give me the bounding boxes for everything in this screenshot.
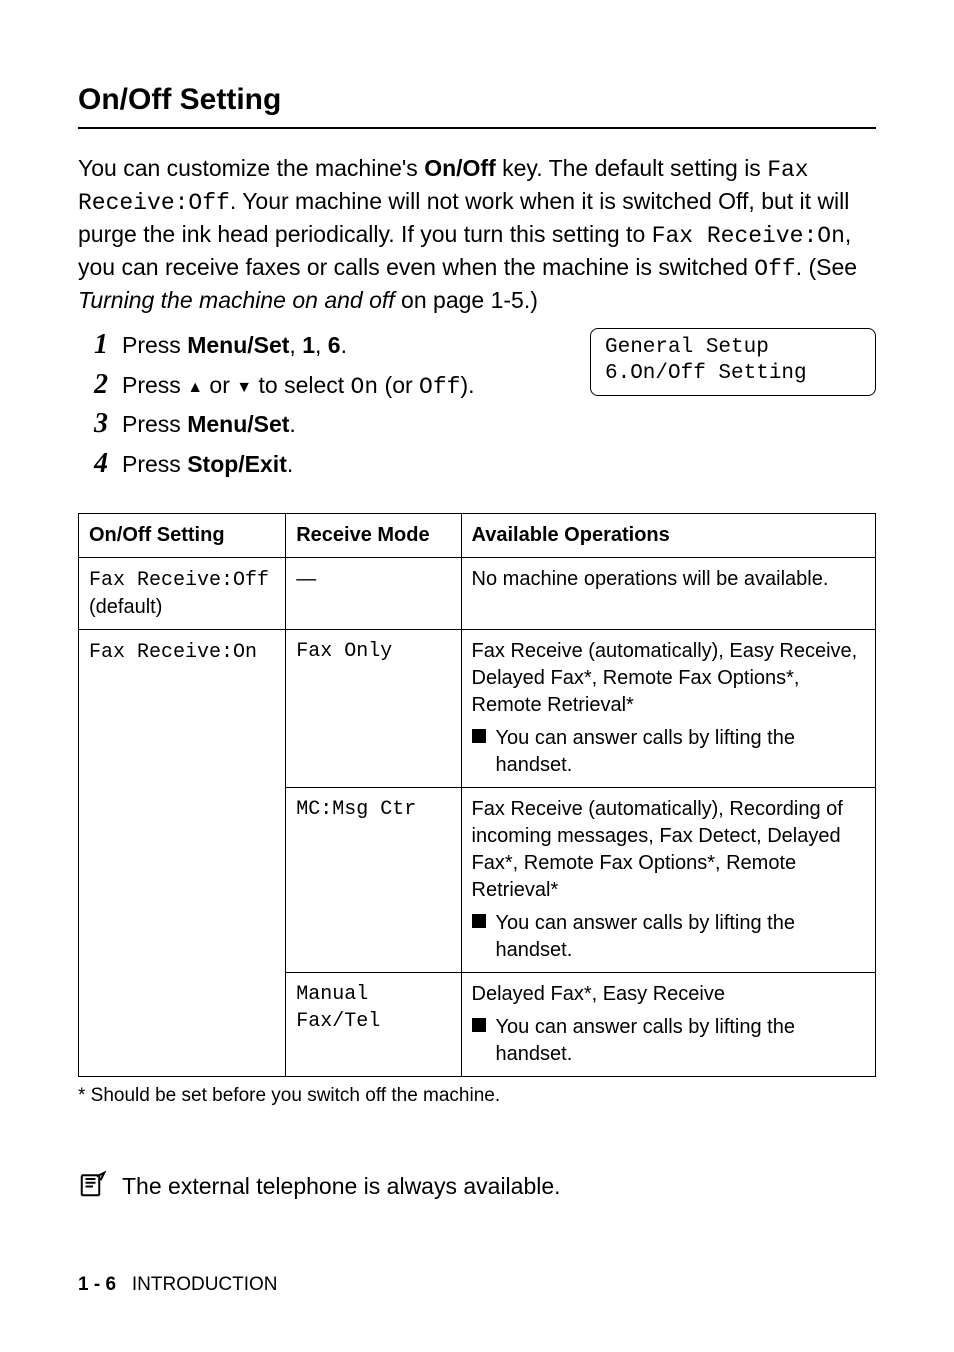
- list-item: You can answer calls by lifting the hand…: [472, 1014, 865, 1068]
- intro-paragraph: You can customize the machine's On/Off k…: [78, 153, 876, 316]
- step-body: Press Menu/Set.: [122, 409, 296, 440]
- intro-onoff-bold: On/Off: [424, 155, 496, 181]
- ops-text: Delayed Fax*, Easy Receive: [472, 983, 725, 1005]
- cell-mode: Fax Only: [286, 629, 461, 787]
- th-setting: On/Off Setting: [79, 513, 286, 557]
- step-number: 2: [84, 366, 108, 404]
- cell-mode: MC:Msg Ctr: [286, 787, 461, 972]
- page-footer: 1 - 6 INTRODUCTION: [78, 1272, 278, 1298]
- step-body: Press Stop/Exit.: [122, 449, 293, 480]
- step-text: Press: [122, 451, 187, 477]
- step-number: 3: [84, 405, 108, 443]
- section-title: On/Off Setting: [78, 80, 876, 129]
- note-block: The external telephone is always availab…: [78, 1169, 876, 1205]
- step-text: .: [287, 451, 293, 477]
- step-mono: Off: [419, 374, 460, 400]
- step-number: 1: [84, 326, 108, 364]
- step-text: ,: [289, 332, 302, 358]
- cell-ops: No machine operations will be available.: [461, 557, 875, 629]
- cell-mode: Manual Fax/Tel: [286, 972, 461, 1076]
- square-bullet-icon: [472, 729, 486, 743]
- step-text: or: [203, 372, 236, 398]
- step-3: 3 Press Menu/Set.: [78, 405, 566, 443]
- step-text: to select: [252, 372, 350, 398]
- note-icon: [78, 1169, 108, 1205]
- cell-ops: Fax Receive (automatically), Easy Receiv…: [461, 629, 875, 787]
- table-row: Fax Receive:Off (default) — No machine o…: [79, 557, 876, 629]
- step-4: 4 Press Stop/Exit.: [78, 445, 566, 483]
- step-key: Menu/Set: [187, 332, 289, 358]
- step-text: Press: [122, 372, 187, 398]
- intro-text: key. The default setting is: [496, 155, 767, 181]
- page-number: 1 - 6: [78, 1274, 116, 1295]
- table-footnote: * Should be set before you switch off th…: [78, 1083, 876, 1109]
- mode-faxtel: Fax/Tel: [296, 1010, 380, 1033]
- step-text: .: [341, 332, 347, 358]
- intro-mono-offword: Off: [754, 256, 795, 282]
- steps-lcd-row: 1 Press Menu/Set, 1, 6. 2 Press ▲ or ▼ t…: [78, 324, 876, 485]
- square-bullet-icon: [472, 914, 486, 928]
- steps-list: 1 Press Menu/Set, 1, 6. 2 Press ▲ or ▼ t…: [78, 324, 566, 485]
- lcd-display: General Setup 6.On/Off Setting: [590, 328, 876, 397]
- th-mode: Receive Mode: [286, 513, 461, 557]
- setting-default: (default): [89, 596, 162, 618]
- step-body: Press Menu/Set, 1, 6.: [122, 330, 347, 361]
- intro-mono-on: Fax Receive:On: [652, 223, 845, 249]
- ops-list: You can answer calls by lifting the hand…: [472, 910, 865, 964]
- step-text: ,: [315, 332, 328, 358]
- ops-text: Fax Receive (automatically), Easy Receiv…: [472, 640, 858, 716]
- cell-setting: Fax Receive:Off (default): [79, 557, 286, 629]
- intro-text: on page 1-5.): [395, 287, 538, 313]
- operations-table: On/Off Setting Receive Mode Available Op…: [78, 513, 876, 1077]
- list-item: You can answer calls by lifting the hand…: [472, 725, 865, 779]
- step-text: .: [289, 411, 295, 437]
- setting-mono: Fax Receive:Off: [89, 569, 269, 592]
- list-item: You can answer calls by lifting the hand…: [472, 910, 865, 964]
- step-text: (or: [378, 372, 419, 398]
- cell-ops: Delayed Fax*, Easy Receive You can answe…: [461, 972, 875, 1076]
- intro-text: You can customize the machine's: [78, 155, 424, 181]
- step-text: Press: [122, 411, 187, 437]
- cell-mode: —: [286, 557, 461, 629]
- th-ops: Available Operations: [461, 513, 875, 557]
- ops-list: You can answer calls by lifting the hand…: [472, 725, 865, 779]
- up-arrow-icon: ▲: [187, 379, 203, 396]
- lcd-line-2: 6.On/Off Setting: [605, 361, 861, 387]
- step-number: 4: [84, 445, 108, 483]
- ops-text: Fax Receive (automatically), Recording o…: [472, 798, 843, 901]
- down-arrow-icon: ▼: [236, 379, 252, 396]
- setting-mono: Fax Receive:On: [89, 641, 257, 664]
- step-2: 2 Press ▲ or ▼ to select On (or Off).: [78, 366, 566, 404]
- step-mono: On: [351, 374, 379, 400]
- ops-list: You can answer calls by lifting the hand…: [472, 1014, 865, 1068]
- step-key: Menu/Set: [187, 411, 289, 437]
- table-row: Fax Receive:On Fax Only Fax Receive (aut…: [79, 629, 876, 787]
- step-key: 1: [302, 332, 315, 358]
- step-body: Press ▲ or ▼ to select On (or Off).: [122, 370, 475, 403]
- note-text: The external telephone is always availab…: [122, 1171, 561, 1202]
- table-header-row: On/Off Setting Receive Mode Available Op…: [79, 513, 876, 557]
- footer-section: INTRODUCTION: [132, 1274, 278, 1295]
- step-key: Stop/Exit: [187, 451, 287, 477]
- intro-text: . (See: [796, 254, 857, 280]
- step-1: 1 Press Menu/Set, 1, 6.: [78, 326, 566, 364]
- step-text: Press: [122, 332, 187, 358]
- bullet-text: You can answer calls by lifting the hand…: [496, 910, 865, 964]
- mode-manual: Manual: [296, 983, 368, 1006]
- cell-setting: Fax Receive:On: [79, 629, 286, 1076]
- square-bullet-icon: [472, 1018, 486, 1032]
- step-key: 6: [328, 332, 341, 358]
- bullet-text: You can answer calls by lifting the hand…: [496, 1014, 865, 1068]
- bullet-text: You can answer calls by lifting the hand…: [496, 725, 865, 779]
- lcd-line-1: General Setup: [605, 335, 861, 361]
- step-text: ).: [460, 372, 474, 398]
- intro-xref: Turning the machine on and off: [78, 287, 395, 313]
- cell-ops: Fax Receive (automatically), Recording o…: [461, 787, 875, 972]
